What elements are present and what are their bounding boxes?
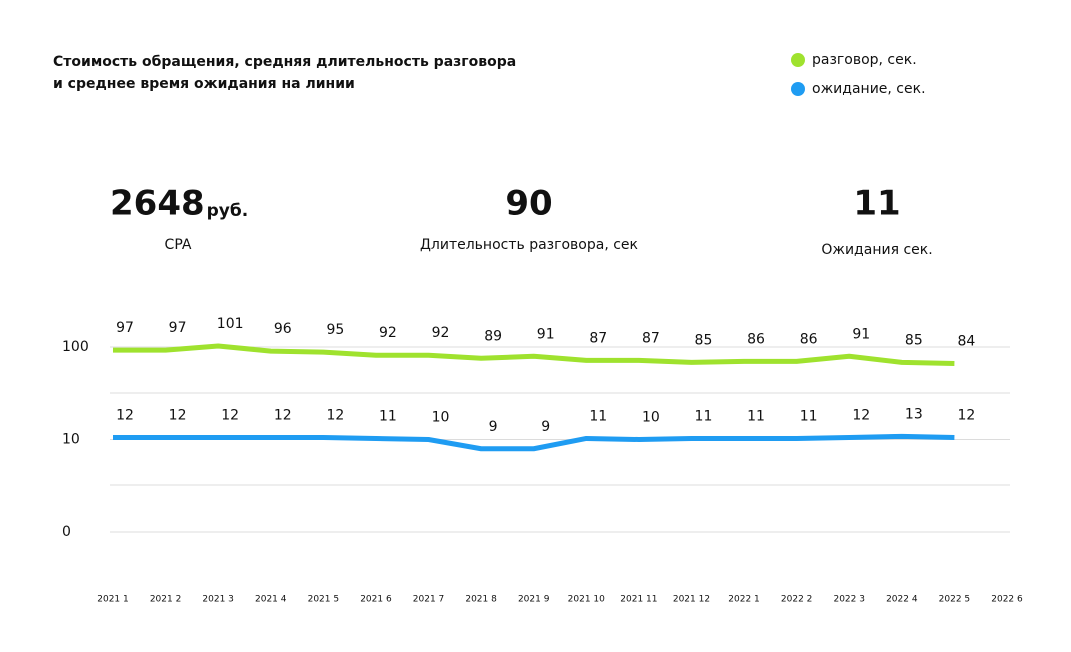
data-label: 87: [642, 330, 660, 346]
x-tick-label: 2021 2: [150, 595, 182, 605]
series-line: [113, 343, 955, 366]
series-line: [113, 433, 955, 452]
data-label: 92: [432, 325, 450, 341]
legend-swatch: [791, 82, 805, 96]
data-label: 85: [695, 332, 713, 348]
x-tick-label: 2021 10: [568, 595, 605, 605]
x-tick-label: 2021 4: [255, 595, 287, 605]
kpi-value: 11: [853, 184, 900, 224]
data-label: 10: [642, 410, 660, 426]
data-label: 95: [326, 322, 344, 338]
data-label: 97: [169, 320, 187, 336]
x-tick-label: 2021 9: [518, 595, 550, 605]
x-tick-label: 2021 3: [202, 595, 234, 605]
kpi-label: CPA: [165, 237, 192, 253]
data-label: 9: [541, 419, 550, 435]
y-tick-label: 10: [62, 432, 80, 448]
data-label: 11: [695, 408, 713, 424]
data-label: 11: [589, 408, 607, 424]
x-tick-label: 2022 5: [939, 595, 971, 605]
x-tick-label: 2021 8: [465, 595, 497, 605]
data-label: 13: [905, 406, 923, 422]
kpi-value: 2648: [110, 184, 205, 224]
data-label: 12: [221, 407, 239, 423]
x-tick-label: 2021 11: [620, 595, 657, 605]
legend-label: разговор, сек.: [812, 52, 917, 68]
data-label: 85: [905, 332, 923, 348]
data-label: 87: [589, 330, 607, 346]
x-tick-label: 2021 12: [673, 595, 710, 605]
x-tick-label: 2021 6: [360, 595, 392, 605]
data-label: 84: [957, 333, 975, 349]
title: и среднее время ожидания на линии: [53, 76, 355, 92]
x-tick-label: 2021 1: [97, 595, 129, 605]
kpi-value: 90: [505, 184, 552, 224]
data-label: 11: [800, 408, 818, 424]
data-label: 91: [852, 326, 870, 342]
x-tick-label: 2022 1: [728, 595, 760, 605]
data-label: 92: [379, 325, 397, 341]
x-tick-label: 2021 7: [413, 595, 445, 605]
data-label: 12: [852, 407, 870, 423]
x-tick-label: 2021 5: [308, 595, 340, 605]
data-label: 11: [379, 408, 397, 424]
data-label: 10: [432, 410, 450, 426]
x-tick-label: 2022 2: [781, 595, 813, 605]
kpi-unit: руб.: [207, 201, 249, 221]
legend-swatch: [791, 53, 805, 67]
data-label: 86: [747, 331, 765, 347]
data-label: 12: [169, 407, 187, 423]
title: Стоимость обращения, средняя длительност…: [53, 54, 516, 70]
kpi-label: Длительность разговора, сек: [420, 237, 638, 253]
data-label: 89: [484, 328, 502, 344]
kpi-label: Ожидания сек.: [821, 242, 932, 258]
data-label: 12: [116, 407, 134, 423]
data-label: 86: [800, 331, 818, 347]
y-tick-label: 100: [62, 339, 89, 355]
x-tick-label: 2022 4: [886, 595, 918, 605]
x-tick-label: 2022 6: [991, 595, 1023, 605]
legend-label: ожидание, сек.: [812, 81, 926, 97]
data-label: 96: [274, 321, 292, 337]
x-tick-label: 2022 3: [833, 595, 865, 605]
y-tick-label: 0: [62, 524, 71, 540]
data-label: 12: [326, 407, 344, 423]
data-label: 9: [489, 419, 498, 435]
data-label: 97: [116, 320, 134, 336]
data-label: 91: [537, 326, 555, 342]
data-label: 12: [957, 407, 975, 423]
data-label: 101: [217, 316, 244, 332]
data-label: 11: [747, 408, 765, 424]
data-label: 12: [274, 407, 292, 423]
